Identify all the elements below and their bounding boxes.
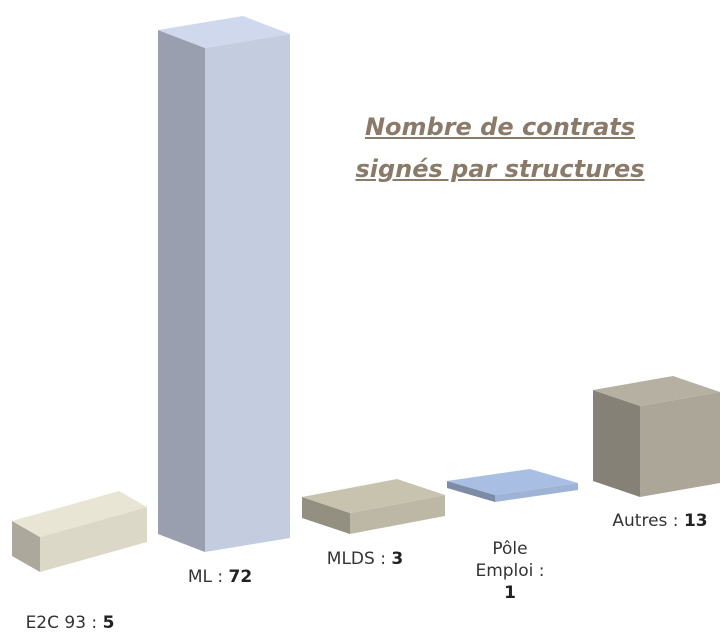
bar: [158, 16, 290, 552]
chart-title: Nombre de contrats signés par structures: [355, 113, 645, 183]
bar-right-face: [350, 495, 445, 534]
bar-left-face: [447, 481, 495, 502]
value-label: 5: [102, 613, 115, 633]
bar: [593, 376, 720, 497]
bar-right-face: [495, 483, 578, 502]
bar-left-face: [158, 30, 205, 552]
bar-label: Autres : 13: [600, 510, 720, 532]
bar-label: E2C 93 : 5: [10, 612, 130, 634]
bar-top-face: [12, 491, 147, 537]
bar: [302, 479, 445, 534]
bar-left-face: [593, 390, 640, 497]
bar: [447, 469, 578, 502]
bar-left-face: [302, 497, 350, 534]
bar-top-face: [593, 376, 720, 406]
category-label: E2C 93 :: [25, 613, 98, 633]
bar-right-face: [640, 392, 720, 497]
category-label: Pôle Emploi :: [475, 539, 545, 581]
bar-top-face: [158, 16, 290, 48]
bar-left-face: [12, 521, 40, 572]
bar-top-face: [447, 469, 578, 495]
bar-top-face: [302, 479, 445, 513]
bar-right-face: [205, 34, 290, 552]
category-label: ML :: [187, 567, 224, 587]
value-label: 1: [504, 583, 516, 603]
bar-label: Pôle Emploi : 1: [470, 538, 550, 604]
value-label: 3: [391, 549, 404, 569]
value-label: 13: [683, 511, 708, 531]
value-label: 72: [228, 567, 253, 587]
bar-right-face: [40, 507, 147, 572]
bar: [12, 491, 147, 572]
bar-label: ML : 72: [160, 566, 280, 588]
bar-label: MLDS : 3: [305, 548, 425, 570]
category-label: MLDS :: [326, 549, 386, 569]
category-label: Autres :: [612, 511, 679, 531]
